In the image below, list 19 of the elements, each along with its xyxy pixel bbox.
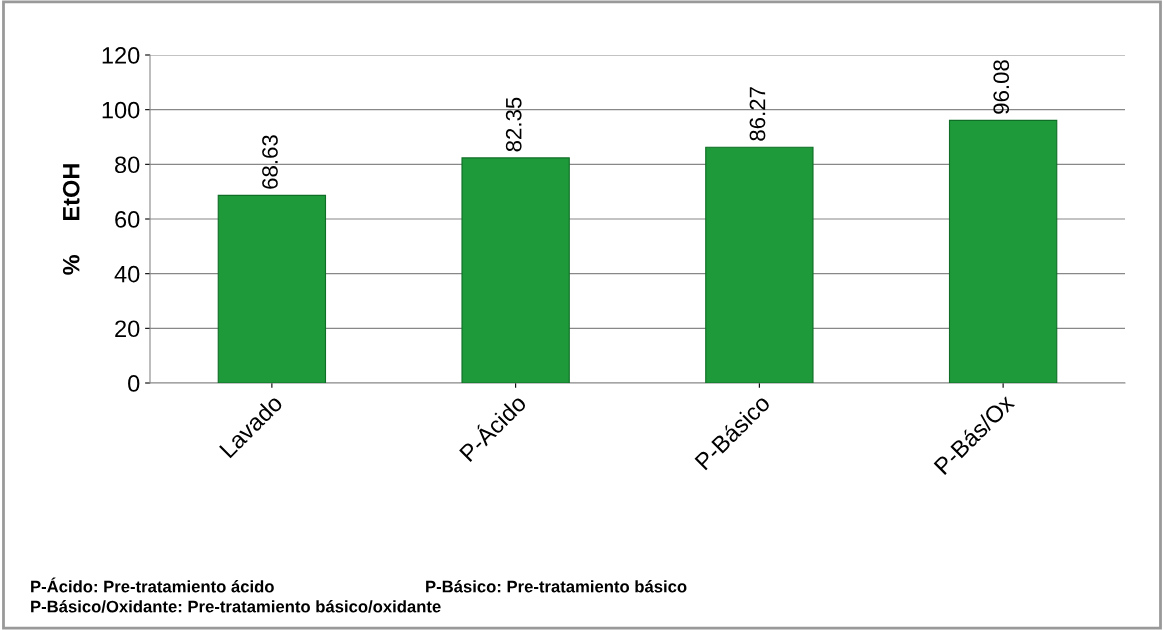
- bar: [217, 194, 327, 383]
- bar: [461, 157, 570, 383]
- bar: [705, 146, 814, 383]
- data-label: 86.27: [749, 87, 766, 141]
- y-tick-label: 80: [115, 156, 140, 174]
- y-tick-label: 40: [114, 265, 140, 283]
- text: P-Básico: Pre-tratamiento básico: [426, 580, 687, 593]
- y-tick-label: 100: [102, 101, 140, 119]
- text: P-Básico/Oxidante: Pre-tratamiento básico/oxidante: [31, 600, 441, 613]
- text: P-Ácido: Pre-tratamiento ácido: [31, 577, 274, 593]
- bar: [948, 119, 1058, 383]
- y-axis-title: % EtOH: [62, 164, 80, 275]
- y-tick-label: 120: [102, 47, 140, 64]
- y-tick-label: 60: [115, 211, 140, 228]
- data-label: 68.63: [262, 135, 278, 189]
- data-label: 82.35: [505, 97, 522, 152]
- y-tick-label: 0: [128, 375, 140, 392]
- data-label: 96.08: [993, 60, 1010, 114]
- y-tick-label: 20: [115, 320, 140, 338]
